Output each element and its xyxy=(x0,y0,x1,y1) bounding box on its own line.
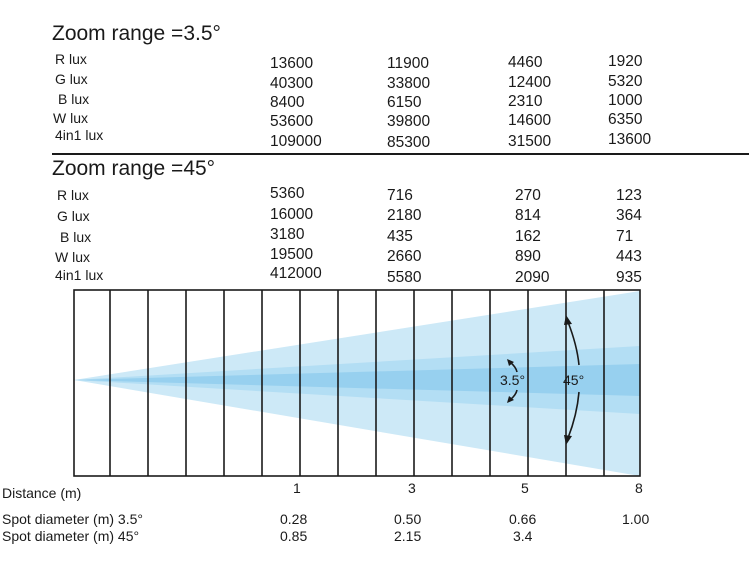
distance-tick: 3 xyxy=(408,480,416,496)
value-cell: 3180 xyxy=(270,226,305,243)
value-cell: 162 xyxy=(515,228,541,245)
spot-value: 0.50 xyxy=(394,511,422,527)
row-label-g: G lux xyxy=(57,208,90,224)
row-label-w: W lux xyxy=(55,249,90,265)
value-cell: 109000 xyxy=(270,133,322,150)
value-cell: 935 xyxy=(616,269,642,286)
narrow-angle-arrow xyxy=(507,359,518,403)
value-cell: 4460 xyxy=(508,54,543,71)
zoom-range-wide-title: Zoom range =45° xyxy=(52,157,216,180)
row-label-b: B lux xyxy=(58,91,90,107)
value-cell: 5580 xyxy=(387,269,422,286)
value-cell: 13600 xyxy=(270,55,314,72)
value-cell: 1000 xyxy=(608,92,643,109)
value-cell: 412000 xyxy=(270,265,322,282)
spot-diameter-wide-label: Spot diameter (m) 45° xyxy=(2,528,140,544)
value-cell: 31500 xyxy=(508,133,552,150)
distance-tick: 5 xyxy=(521,480,529,496)
value-cell: 2180 xyxy=(387,207,422,224)
value-cell: 435 xyxy=(387,228,413,245)
spot-value: 0.66 xyxy=(509,511,537,527)
value-cell: 5320 xyxy=(608,73,643,90)
row-label-r: R lux xyxy=(57,187,89,203)
spot-value: 1.00 xyxy=(622,511,650,527)
value-cell: 5360 xyxy=(270,185,305,202)
spot-value: 0.28 xyxy=(280,511,308,527)
value-cell: 716 xyxy=(387,187,413,204)
value-cell: 123 xyxy=(616,187,642,204)
row-label-r: R lux xyxy=(55,51,87,67)
value-cell: 13600 xyxy=(608,131,652,148)
value-cell: 6350 xyxy=(608,111,643,128)
distance-label: Distance (m) xyxy=(2,485,82,501)
section-divider xyxy=(52,153,749,155)
row-label-4in1: 4in1 lux xyxy=(55,267,104,283)
row-label-w: W lux xyxy=(53,110,88,126)
row-label-4in1: 4in1 lux xyxy=(55,127,104,143)
value-cell: 53600 xyxy=(270,113,314,130)
zoom-range-narrow-title: Zoom range =3.5° xyxy=(52,22,221,45)
distance-tick: 8 xyxy=(635,480,643,496)
value-cell: 39800 xyxy=(387,113,431,130)
value-cell: 12400 xyxy=(508,74,552,91)
diagram-frame xyxy=(73,289,641,477)
row-label-g: G lux xyxy=(55,71,88,87)
value-cell: 33800 xyxy=(387,75,431,92)
value-cell: 1920 xyxy=(608,53,643,70)
narrow-angle-label: 3.5° xyxy=(500,372,525,388)
value-cell: 814 xyxy=(515,207,541,224)
value-cell: 2660 xyxy=(387,248,422,265)
spot-value: 3.4 xyxy=(513,528,533,544)
value-cell: 71 xyxy=(616,228,634,245)
value-cell: 40300 xyxy=(270,75,314,92)
wide-angle-label: 45° xyxy=(563,372,584,388)
spot-value: 2.15 xyxy=(394,528,422,544)
value-cell: 85300 xyxy=(387,134,431,151)
row-label-b: B lux xyxy=(60,229,92,245)
value-cell: 364 xyxy=(616,207,642,224)
distance-tick: 1 xyxy=(293,480,301,496)
wide-angle-arrow xyxy=(564,315,580,445)
spot-value: 0.85 xyxy=(280,528,308,544)
value-cell: 6150 xyxy=(387,94,422,111)
value-cell: 19500 xyxy=(270,246,314,263)
value-cell: 14600 xyxy=(508,112,552,129)
value-cell: 270 xyxy=(515,187,541,204)
value-cell: 2090 xyxy=(515,269,550,286)
value-cell: 11900 xyxy=(387,55,429,72)
value-cell: 2310 xyxy=(508,93,543,110)
spot-diameter-narrow-label: Spot diameter (m) 3.5° xyxy=(2,511,143,527)
value-cell: 16000 xyxy=(270,206,314,223)
grid-lines xyxy=(73,289,641,477)
beam-3.5-area xyxy=(74,364,640,396)
value-cell: 8400 xyxy=(270,94,305,111)
value-cell: 890 xyxy=(515,248,541,265)
value-cell: 443 xyxy=(616,248,642,265)
